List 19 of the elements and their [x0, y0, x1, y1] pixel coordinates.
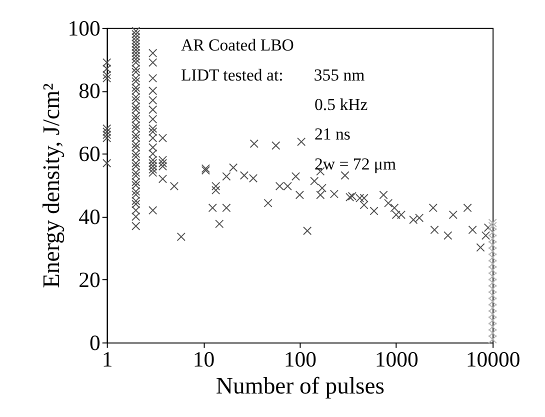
annotation: 2w = 72 μm	[314, 154, 396, 174]
x-tick-label: 10000	[466, 348, 520, 372]
annotation: AR Coated LBO	[181, 36, 294, 55]
x-tick-label: 10	[192, 348, 215, 372]
annotation: 0.5 kHz	[314, 95, 368, 114]
x-axis-title: Number of pulses	[216, 373, 385, 400]
y-tick-label: 20	[78, 268, 101, 292]
annotation: 21 ns	[314, 124, 350, 144]
x-tick-label: 1	[102, 348, 113, 372]
y-tick-label: 0	[90, 330, 101, 355]
y-tick-label: 80	[78, 79, 101, 104]
annotation: LIDT tested at:	[181, 65, 284, 84]
x-tick-label: 100	[284, 348, 317, 372]
y-tick-label: 100	[68, 16, 101, 40]
y-tick-label: 40	[78, 205, 101, 230]
annotation: 355 nm	[314, 65, 365, 84]
y-tick-label: 60	[78, 142, 101, 166]
x-tick-label: 1000	[374, 348, 419, 372]
y-axis-title: Energy density, J/cm²	[38, 83, 65, 288]
